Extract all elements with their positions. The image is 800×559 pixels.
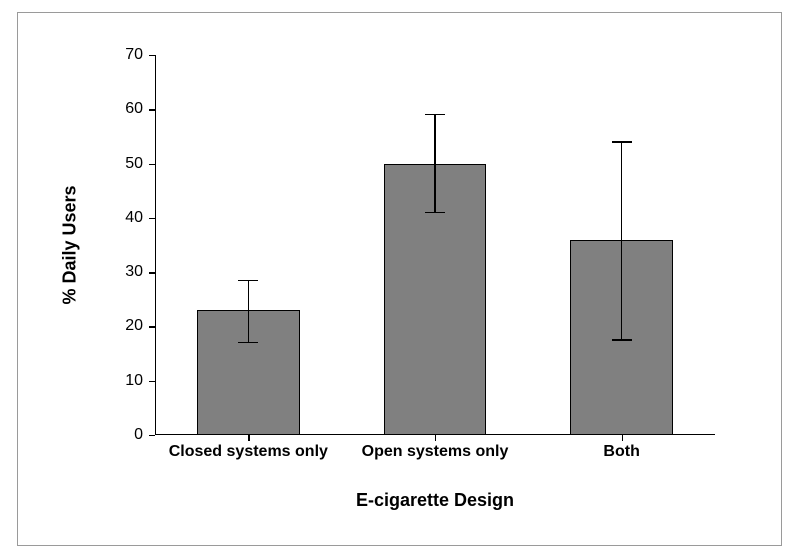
x-tick [622,435,623,441]
x-tick-label: Open systems only [347,443,522,461]
y-tick [149,381,155,382]
y-tick-label: 0 [103,426,143,444]
y-tick [149,55,155,56]
y-axis-line [155,55,156,435]
x-tick-label: Both [534,443,709,461]
error-bar-cap-bottom [425,212,445,213]
y-tick [149,109,155,110]
y-tick-label: 70 [103,46,143,64]
x-tick-label: Closed systems only [161,443,336,461]
y-tick [149,435,155,436]
error-bar-line [248,280,249,342]
y-tick-label: 20 [103,317,143,335]
y-tick [149,272,155,273]
error-bar-cap-top [425,114,445,115]
y-tick-label: 30 [103,263,143,281]
y-tick-label: 10 [103,372,143,390]
y-tick-label: 50 [103,155,143,173]
error-bar-line [621,142,622,340]
y-tick [149,218,155,219]
error-bar-cap-bottom [238,342,258,343]
y-axis-label: % Daily Users [60,185,81,304]
error-bar-line [434,115,435,213]
y-tick-label: 60 [103,100,143,118]
x-tick [248,435,249,441]
x-axis-label: E-cigarette Design [356,490,514,511]
error-bar-cap-bottom [612,339,632,340]
error-bar-cap-top [612,141,632,142]
x-tick [435,435,436,441]
y-tick [149,326,155,327]
y-tick [149,164,155,165]
error-bar-cap-top [238,280,258,281]
y-tick-label: 40 [103,209,143,227]
